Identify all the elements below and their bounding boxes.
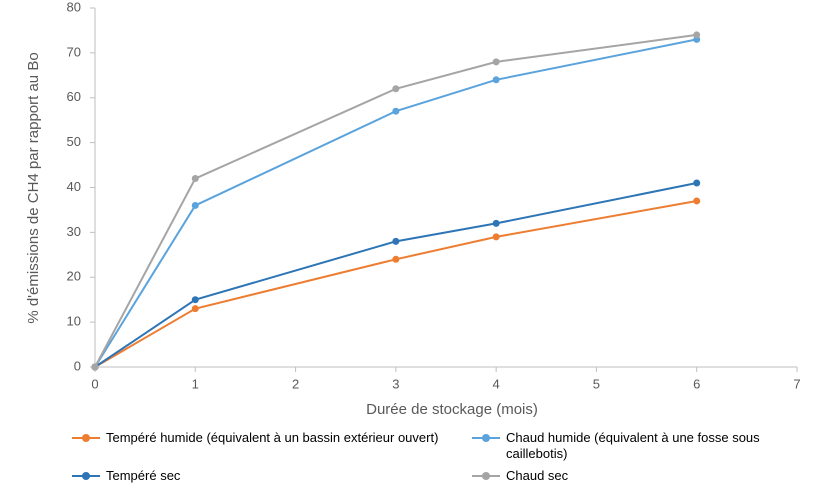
point	[492, 219, 500, 227]
legend-label: Chaud sec	[506, 468, 569, 483]
legend-swatch	[72, 430, 100, 446]
legend-label: Tempéré humide (équivalent à un bassin e…	[106, 430, 439, 445]
point	[191, 201, 199, 209]
point	[191, 296, 199, 304]
x-axis-label: Durée de stockage (mois)	[366, 401, 538, 418]
legend-entry: Tempéré humide (équivalent à un bassin e…	[72, 430, 472, 462]
legend: Tempéré humide (équivalent à un bassin e…	[72, 430, 812, 484]
legend-dot	[482, 472, 490, 480]
point	[492, 58, 500, 66]
legend-swatch	[472, 430, 500, 446]
x-tick-label: 5	[593, 376, 600, 391]
legend-label: Tempéré sec	[106, 468, 181, 483]
y-tick-label: 0	[74, 358, 81, 373]
y-axis-label: % d'émissions de CH4 par rapport au Bo	[25, 52, 42, 323]
x-tick-label: 1	[192, 376, 199, 391]
x-tick-label: 2	[292, 376, 299, 391]
point	[392, 107, 400, 115]
y-tick-label: 70	[67, 44, 81, 59]
x-tick-label: 0	[91, 376, 98, 391]
point	[392, 85, 400, 93]
x-tick-label: 4	[493, 376, 500, 391]
legend-swatch	[472, 468, 500, 484]
y-tick-label: 20	[67, 269, 81, 284]
x-tick-label: 6	[693, 376, 700, 391]
y-tick-label: 60	[67, 89, 81, 104]
legend-dot	[82, 472, 90, 480]
legend-dot	[82, 434, 90, 442]
legend-entry: Tempéré sec	[72, 468, 472, 484]
x-tick-label: 3	[392, 376, 399, 391]
legend-dot	[482, 434, 490, 442]
series-line	[94, 199, 697, 368]
legend-label: Chaud humide (équivalent à une fosse sou…	[506, 430, 760, 461]
point	[191, 175, 199, 183]
y-tick-label: 30	[67, 224, 81, 239]
point	[91, 363, 99, 371]
legend-swatch	[72, 468, 100, 484]
y-tick-label: 80	[67, 0, 81, 14]
point	[492, 76, 500, 84]
y-tick-label: 10	[67, 314, 81, 329]
y-tick-label: 40	[67, 179, 81, 194]
point	[392, 237, 400, 245]
legend-entry: Chaud humide (équivalent à une fosse sou…	[472, 430, 792, 462]
series-line	[94, 182, 697, 368]
point	[693, 31, 701, 39]
y-tick-label: 50	[67, 134, 81, 149]
point	[693, 179, 701, 187]
legend-entry: Chaud sec	[472, 468, 792, 484]
point	[492, 233, 500, 241]
chart: Durée de stockage (mois) % d'émissions d…	[25, 0, 801, 418]
point	[392, 255, 400, 263]
point	[191, 305, 199, 313]
point	[693, 197, 701, 205]
x-tick-label: 7	[793, 376, 800, 391]
